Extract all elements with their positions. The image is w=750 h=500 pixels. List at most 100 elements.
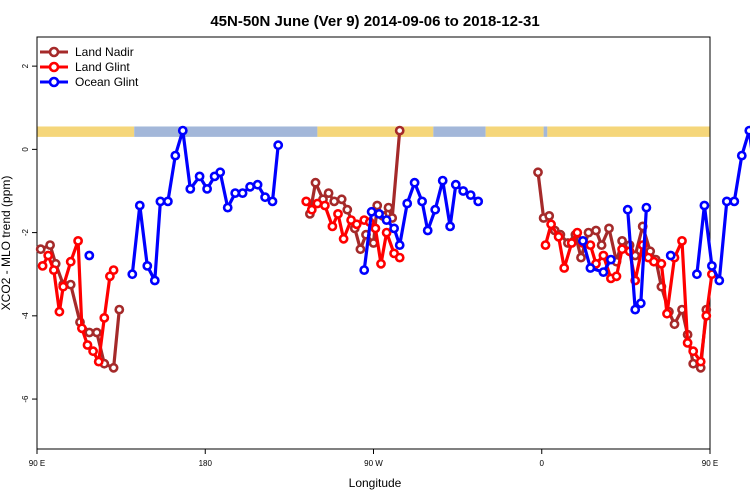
data-point: [546, 219, 556, 230]
data-point: [65, 256, 76, 267]
data-point: [692, 269, 702, 280]
data-point: [649, 256, 659, 267]
data-point: [82, 340, 93, 350]
data-point: [544, 210, 555, 221]
legend-item-ocean-glint: Ocean Glint: [40, 75, 139, 89]
data-point: [366, 206, 377, 217]
legend-marker: [48, 61, 60, 73]
chart-title: 45N-50N June (Ver 9) 2014-09-06 to 2018-…: [210, 13, 539, 30]
y-tick-label: -2: [21, 228, 30, 236]
data-point: [695, 356, 706, 367]
data-point: [381, 215, 392, 225]
data-point: [591, 225, 601, 236]
data-point: [336, 194, 347, 205]
y-tick-label: 0: [21, 147, 30, 152]
data-point: [376, 258, 386, 269]
data-point: [237, 188, 248, 198]
data-point: [583, 227, 594, 238]
legend-marker: [48, 76, 60, 88]
data-point: [342, 204, 353, 215]
data-point: [170, 150, 181, 161]
data-point: [445, 221, 455, 232]
data-point: [99, 312, 110, 323]
data-point: [43, 250, 54, 261]
data-point: [48, 265, 59, 275]
series-line: [581, 240, 613, 274]
data-point: [54, 306, 65, 317]
data-point: [310, 177, 321, 188]
data-point: [37, 260, 48, 271]
data-point: [333, 208, 343, 219]
data-point: [677, 235, 687, 246]
data-point: [473, 196, 484, 207]
data-point: [576, 252, 586, 263]
data-point: [162, 196, 173, 207]
data-point: [707, 260, 717, 271]
series-land-nadir: [35, 125, 712, 373]
band-segment-land: [317, 126, 434, 137]
data-point: [77, 323, 87, 334]
legend-marker: [48, 46, 60, 58]
data-point: [688, 358, 699, 369]
data-point: [374, 208, 384, 219]
data-point: [91, 327, 102, 338]
data-point: [699, 200, 710, 211]
band-segment-ocean: [543, 126, 548, 137]
data-point: [394, 252, 405, 263]
data-point: [665, 250, 676, 261]
data-point: [533, 167, 543, 178]
data-point: [721, 196, 732, 207]
data-point: [383, 202, 394, 213]
y-tick-label: -6: [21, 395, 30, 403]
data-point: [409, 177, 420, 188]
data-point: [578, 235, 588, 246]
data-point: [273, 140, 284, 151]
data-point: [372, 200, 383, 211]
land-ocean-band: [37, 126, 710, 137]
data-point: [662, 308, 672, 319]
data-point: [630, 304, 641, 315]
y-tick-label: 2: [21, 63, 30, 68]
data-point: [301, 196, 312, 207]
data-point: [73, 235, 83, 246]
data-point: [611, 271, 622, 282]
data-point: [329, 196, 340, 207]
data-point: [688, 346, 699, 357]
data-point: [245, 181, 255, 192]
data-point: [114, 304, 125, 315]
data-point: [127, 269, 138, 280]
data-point: [370, 223, 381, 234]
data-point: [149, 275, 160, 286]
data-point: [93, 356, 104, 367]
data-point: [389, 223, 399, 234]
data-point: [381, 227, 392, 238]
data-point: [606, 254, 616, 265]
data-point: [635, 298, 646, 309]
legend-label: Land Glint: [75, 60, 130, 74]
data-point: [155, 196, 166, 207]
band-segment-land: [485, 126, 544, 137]
data-point: [604, 223, 614, 234]
data-point: [437, 175, 448, 186]
data-point: [394, 125, 405, 136]
legend-item-land-nadir: Land Nadir: [40, 45, 134, 59]
y-tick-label: -4: [21, 312, 30, 320]
series-land-glint: [37, 196, 717, 367]
data-point: [617, 244, 627, 255]
data-point: [306, 204, 317, 215]
legend-item-land-glint: Land Glint: [40, 60, 130, 74]
data-point: [559, 263, 570, 273]
data-point: [566, 238, 577, 248]
data-point: [222, 202, 233, 213]
x-axis-label: Longitude: [349, 476, 402, 490]
data-point: [585, 240, 596, 250]
data-point: [669, 319, 680, 330]
data-point: [267, 196, 278, 207]
series-ocean-glint: [84, 125, 750, 315]
data-point: [58, 281, 69, 292]
legend-label: Ocean Glint: [75, 75, 139, 89]
x-tick-label: 90 E: [29, 459, 45, 468]
band-segment-land: [37, 126, 135, 137]
axes: 90 E 180 90 W 0 90 E 2 0 -2 -4 -6: [21, 63, 718, 468]
data-point: [656, 258, 667, 269]
